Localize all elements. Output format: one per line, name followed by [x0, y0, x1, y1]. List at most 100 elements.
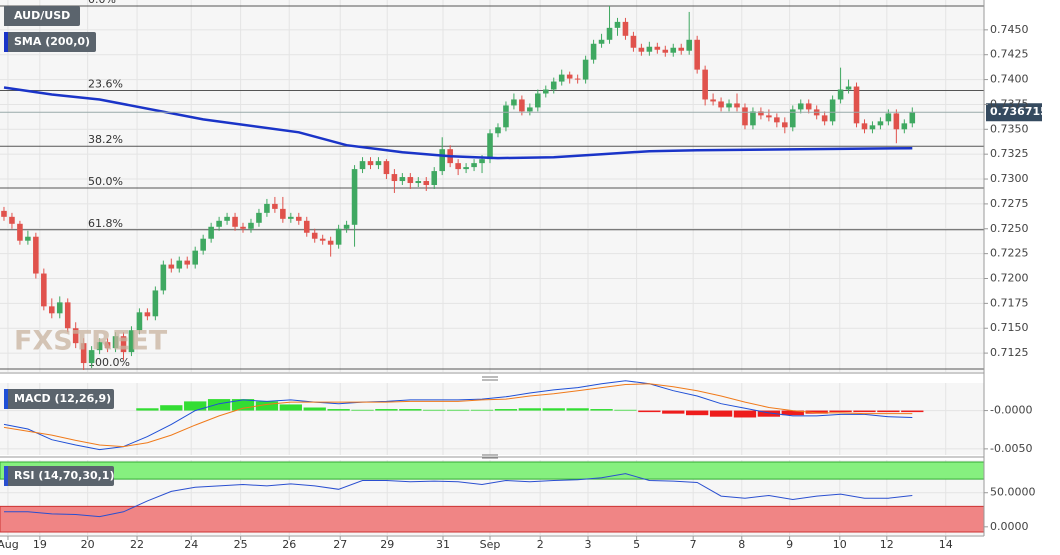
candle-body — [519, 99, 525, 112]
candle-body — [112, 336, 119, 349]
candle-body — [96, 342, 103, 351]
macd-histogram-bar — [351, 409, 374, 411]
macd-histogram-bar — [303, 407, 326, 411]
drag-handle[interactable] — [482, 376, 498, 381]
candle-body — [893, 113, 900, 130]
candle-body — [17, 223, 23, 241]
candle-body — [343, 224, 350, 229]
candle-body — [789, 109, 796, 128]
candle-body — [88, 350, 95, 364]
legend-label: RSI (14,70,30,1) — [14, 469, 114, 482]
candle-body — [590, 43, 597, 60]
fib-label: 50.0% — [88, 175, 123, 188]
candle-body — [168, 264, 175, 269]
overbought-band — [0, 461, 985, 480]
candle-body — [240, 226, 246, 229]
fib-label: 23.6% — [88, 78, 123, 91]
macd-histogram-bar — [662, 410, 685, 414]
x-tick-label: Aug — [0, 538, 19, 551]
y-tick-label: 0.7325 — [990, 147, 1029, 160]
drag-handle[interactable] — [482, 454, 498, 459]
y-tick-label: 0.7400 — [990, 73, 1029, 86]
candle-body — [399, 177, 406, 182]
x-tick-label: 27 — [333, 538, 347, 551]
macd-histogram-bar — [614, 409, 637, 411]
candle-body — [56, 302, 63, 314]
candle-body — [511, 99, 517, 106]
candle-body — [160, 264, 167, 291]
candle-body — [407, 177, 414, 184]
y-tick-label: 0.7350 — [990, 122, 1029, 135]
candle-body — [797, 103, 804, 110]
candle-body — [694, 39, 700, 70]
candle-body — [9, 216, 15, 224]
candle-body — [232, 216, 238, 227]
oversold-band — [0, 505, 985, 533]
candle-body — [72, 328, 79, 344]
candle-body — [463, 167, 469, 170]
signal-line — [3, 383, 913, 448]
macd-histogram-bar — [279, 404, 302, 411]
candle-body — [670, 47, 677, 53]
x-tick-label: 8 — [738, 538, 745, 551]
candle-body — [319, 238, 326, 241]
macd-histogram-bar — [446, 409, 470, 411]
candle-body — [208, 226, 214, 239]
sma-line — [3, 86, 913, 160]
macd-histogram-bar — [423, 409, 446, 411]
macd-line — [3, 380, 913, 451]
x-tick-label: 3 — [585, 538, 592, 551]
candle-body — [630, 35, 637, 48]
legend-stripe — [4, 389, 8, 409]
macd-histogram-bar — [829, 410, 852, 413]
x-tick-label: 12 — [880, 538, 894, 551]
candle-body — [782, 122, 788, 128]
tags: 0.736715 AUD/USD SMA (200,0) MACD (12,26,9)… — [4, 6, 1048, 486]
macd-histogram-bar — [638, 410, 661, 413]
legend-stripe — [4, 6, 8, 26]
candle-body — [216, 220, 222, 227]
candle-body — [248, 222, 254, 229]
candle-body — [774, 117, 780, 123]
x-tick-label: 7 — [690, 538, 697, 551]
candle-body — [303, 220, 310, 233]
candle-body — [614, 21, 621, 28]
y-tick-label: 0.7200 — [990, 272, 1029, 285]
y-tick-label: 0.7375 — [990, 97, 1029, 110]
y-tick-label: 0.0000 — [990, 520, 1029, 533]
macd-histogram-bar — [542, 408, 565, 411]
candle-body — [877, 121, 884, 126]
macd-histogram-bar — [805, 410, 828, 414]
x-tick-label: 5 — [633, 538, 640, 551]
candle-body — [184, 260, 191, 265]
macd-histogram-bar — [781, 410, 804, 416]
y-tick-label: -0.0000 — [990, 404, 1032, 417]
fib-label: 100.0% — [88, 356, 130, 369]
macd-histogram-bar — [470, 409, 494, 411]
macd-histogram-bar — [231, 399, 255, 411]
candle-body — [471, 163, 477, 168]
x-tick-label: 10 — [833, 538, 847, 551]
candle-body — [351, 169, 358, 225]
macd-histogram-bar — [184, 401, 207, 411]
legend-box — [4, 466, 114, 486]
macd-histogram-bar — [207, 399, 231, 411]
candle-body — [734, 103, 740, 108]
macd-histogram-bar — [757, 410, 781, 417]
candle-body — [359, 161, 366, 170]
candle-body — [200, 238, 206, 251]
candle-body — [662, 49, 669, 53]
candle-body — [638, 47, 645, 52]
x-tick-label: 25 — [234, 538, 248, 551]
y-tick-label: -0.0050 — [990, 442, 1032, 455]
candle-body — [439, 149, 445, 172]
candle-body — [837, 89, 844, 100]
macd-histogram-bar — [566, 408, 589, 411]
candle-body — [64, 302, 71, 329]
legend-label: SMA (200,0) — [14, 35, 90, 48]
y-tick-label: 0.7275 — [990, 197, 1029, 210]
macd-histogram-bar — [494, 409, 518, 411]
x-tick-label: 26 — [282, 538, 296, 551]
candle-body — [869, 125, 876, 130]
candle-body — [726, 103, 732, 108]
